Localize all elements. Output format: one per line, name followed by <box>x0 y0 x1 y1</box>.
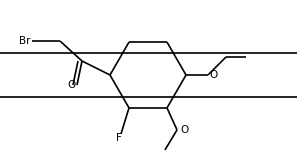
Text: O: O <box>67 80 75 90</box>
Text: F: F <box>116 133 122 143</box>
Text: O: O <box>180 125 188 135</box>
Text: O: O <box>209 70 217 80</box>
Text: Br: Br <box>18 36 30 46</box>
